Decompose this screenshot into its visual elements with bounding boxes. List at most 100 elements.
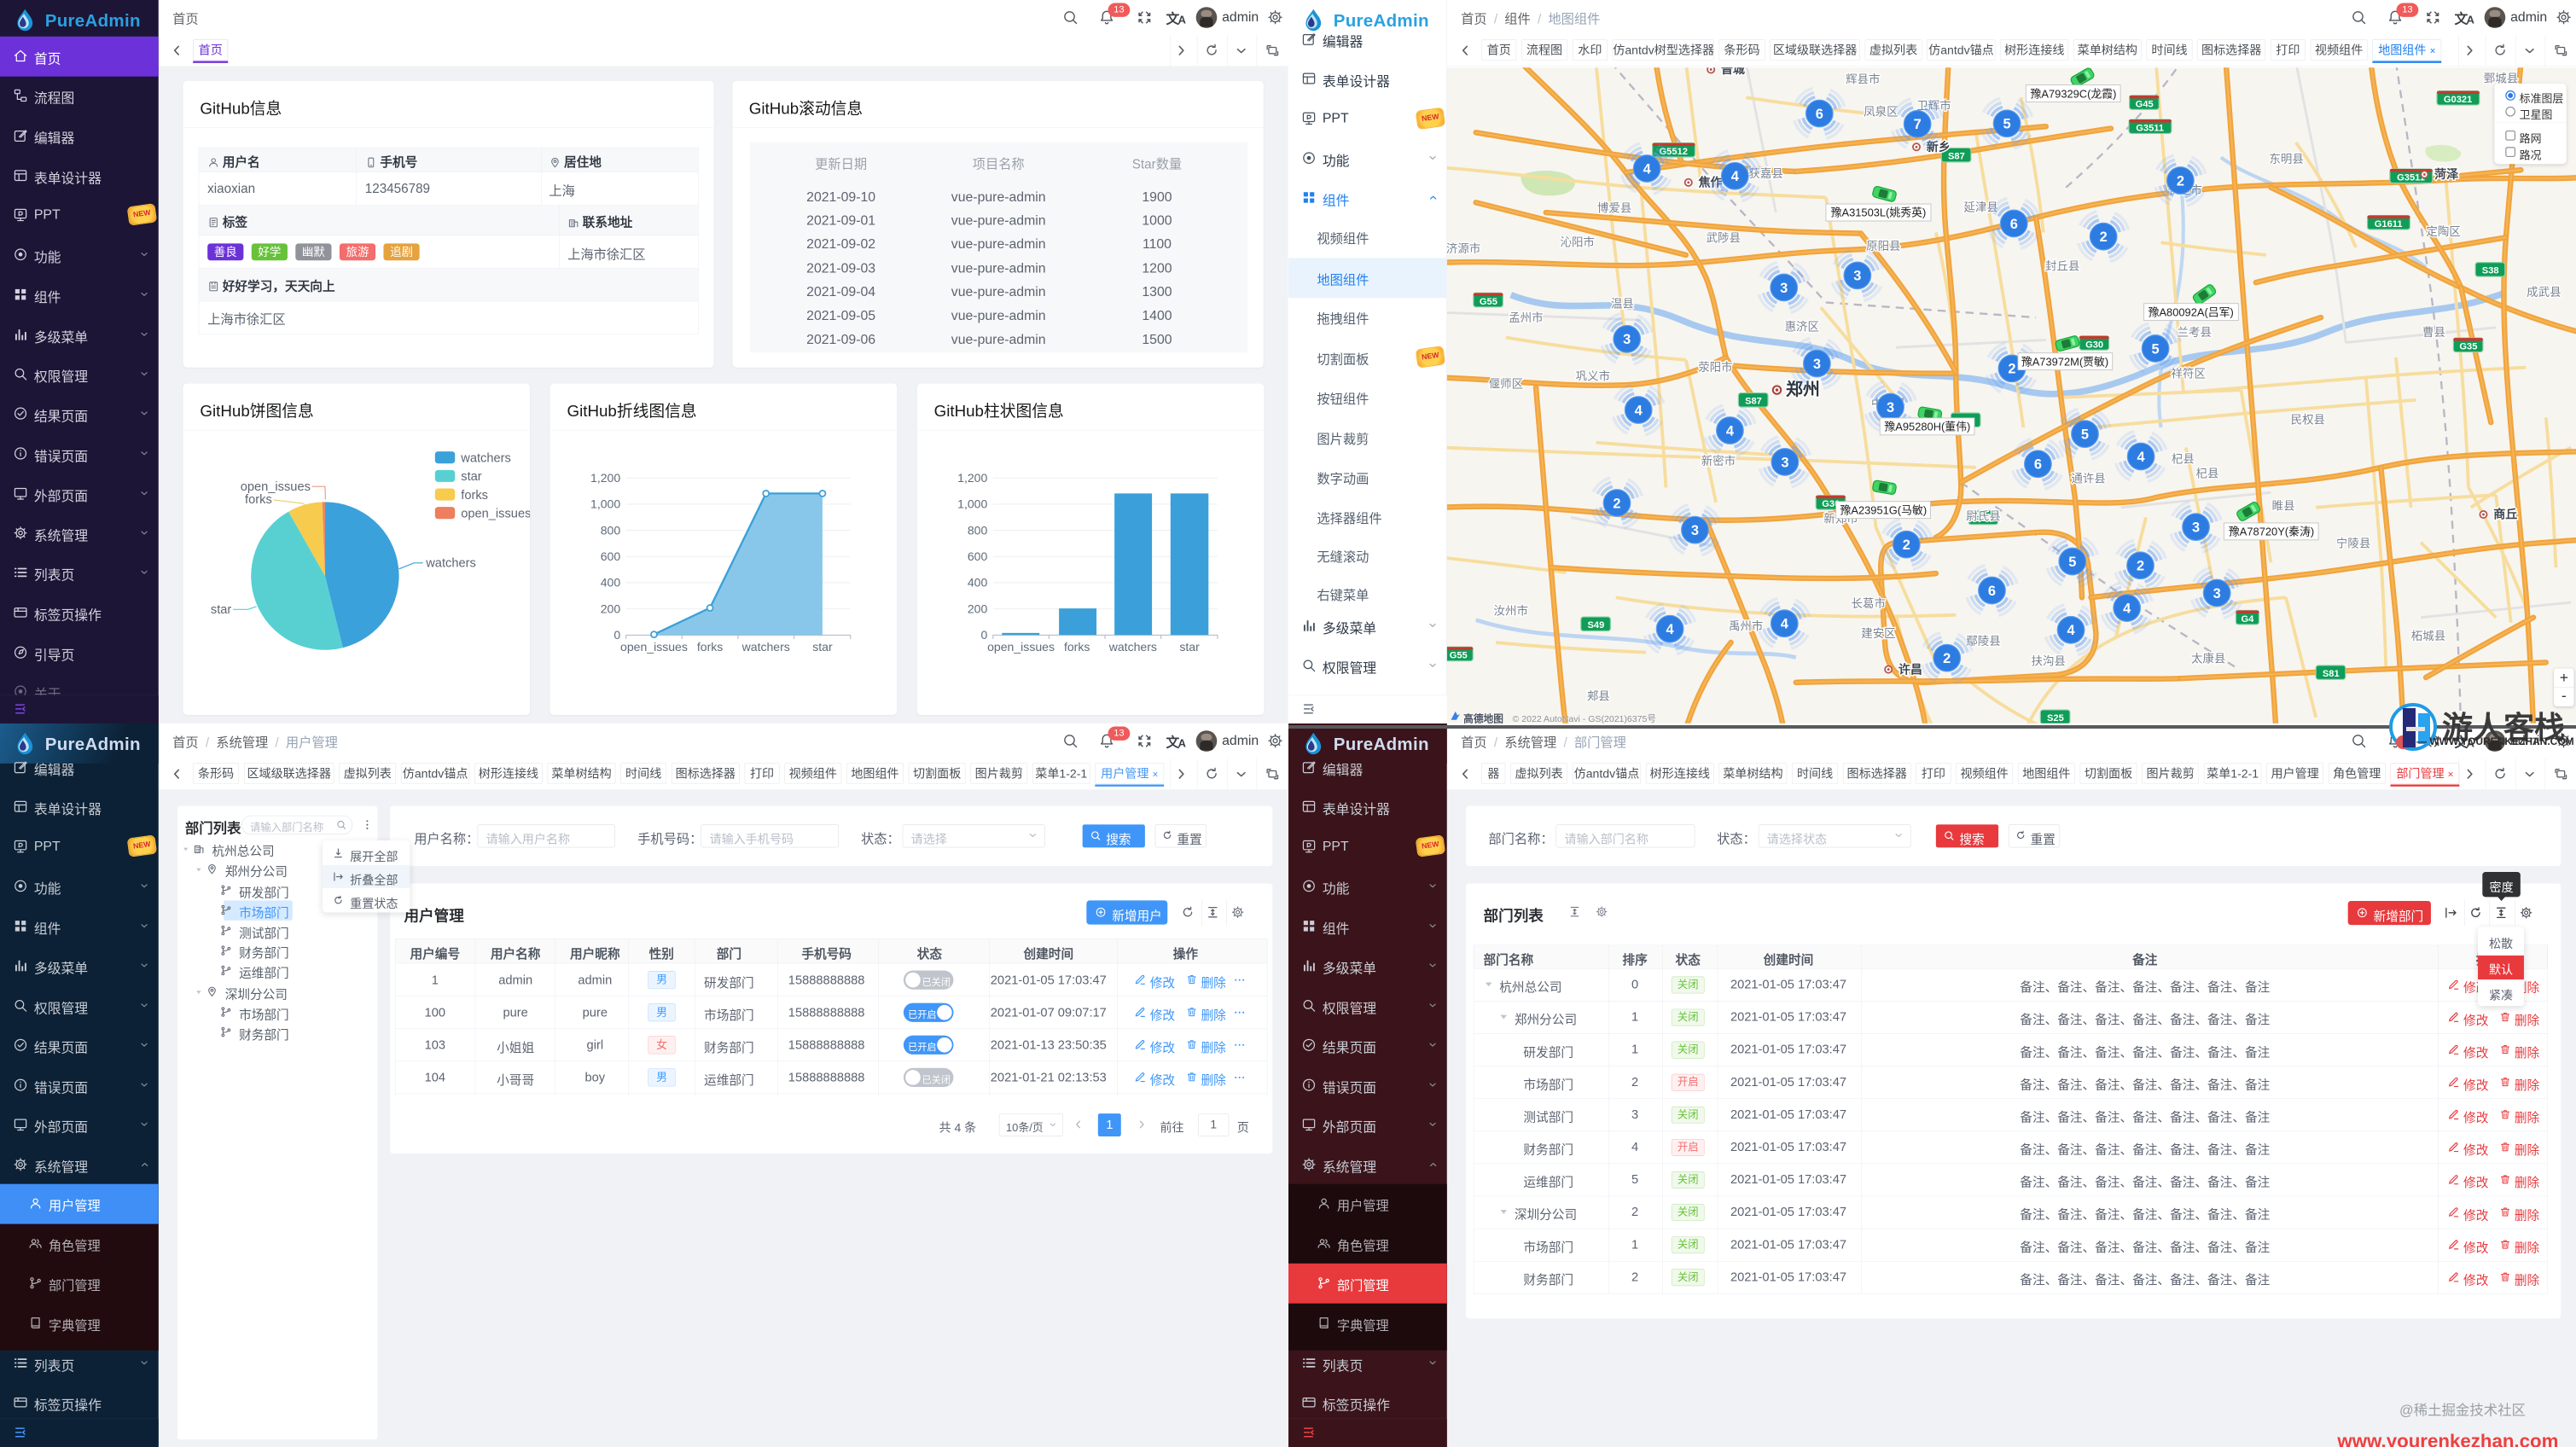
svg-text:4: 4 (2137, 450, 2145, 465)
svg-text:豫A31503L(姚秀英): 豫A31503L(姚秀英) (1830, 206, 1926, 219)
svg-text:延津县: 延津县 (1963, 200, 1997, 213)
svg-text:G30: G30 (1822, 499, 1840, 509)
svg-text:3: 3 (2213, 586, 2220, 601)
svg-text:2: 2 (1613, 496, 1620, 511)
svg-text:6: 6 (2009, 217, 2017, 232)
svg-text:1,200: 1,200 (590, 471, 620, 485)
svg-text:偃师区: 偃师区 (1488, 377, 1522, 391)
svg-text:曹县: 曹县 (2422, 326, 2445, 339)
svg-text:S87: S87 (1745, 396, 1762, 406)
svg-text:800: 800 (968, 523, 988, 537)
svg-text:forks: forks (245, 493, 272, 507)
svg-text:鄢陵县: 鄢陵县 (1966, 635, 2000, 648)
svg-text:4: 4 (1666, 622, 1674, 637)
svg-text:豫A73972M(贾敏): 豫A73972M(贾敏) (2021, 355, 2108, 368)
svg-text:太康县: 太康县 (2191, 651, 2225, 665)
svg-text:watchers: watchers (460, 451, 511, 465)
svg-text:武陟县: 武陟县 (1706, 232, 1740, 245)
svg-text:3: 3 (1853, 269, 1861, 284)
svg-text:博爱县: 博爱县 (1596, 201, 1631, 214)
svg-text:6: 6 (1815, 107, 1823, 122)
svg-text:宁陵县: 宁陵县 (2335, 537, 2370, 550)
svg-text:5: 5 (2080, 427, 2088, 442)
svg-text:东明县: 东明县 (2269, 153, 2303, 166)
svg-text:4: 4 (1643, 161, 1651, 177)
svg-text:6: 6 (2033, 457, 2041, 473)
svg-text:forks: forks (461, 489, 488, 503)
svg-text:star: star (812, 640, 833, 654)
svg-text:凤泉区: 凤泉区 (1864, 104, 1898, 118)
svg-text:惠济区: 惠济区 (1784, 320, 1818, 333)
svg-text:2: 2 (2008, 362, 2015, 377)
svg-text:watchers: watchers (1108, 640, 1157, 654)
svg-text:扶沟县: 扶沟县 (2031, 654, 2065, 667)
svg-text:400: 400 (968, 576, 988, 590)
svg-text:2: 2 (1902, 538, 1910, 553)
svg-text:G3511: G3511 (2136, 124, 2164, 134)
svg-text:3: 3 (1781, 455, 1788, 470)
svg-text:7: 7 (1913, 117, 1921, 132)
svg-text:3: 3 (1780, 281, 1788, 296)
svg-text:杞县: 杞县 (2171, 453, 2194, 466)
svg-text:open_issues: open_issues (620, 640, 688, 654)
svg-text:3: 3 (1623, 332, 1631, 347)
svg-text:open_issues: open_issues (461, 507, 530, 520)
svg-text:3: 3 (1690, 523, 1698, 538)
svg-text:5: 5 (2068, 555, 2076, 570)
svg-text:open_issues: open_issues (987, 640, 1055, 654)
svg-text:辉县市: 辉县市 (1846, 72, 1880, 85)
svg-text:0: 0 (980, 628, 987, 642)
svg-text:巩义市: 巩义市 (1575, 369, 1609, 382)
svg-text:建安区: 建安区 (1861, 627, 1895, 640)
svg-text:G3511: G3511 (2397, 173, 2425, 183)
svg-text:2: 2 (2136, 559, 2143, 574)
svg-text:200: 200 (601, 601, 621, 615)
svg-text:4: 4 (1780, 617, 1788, 632)
svg-text:济源市: 济源市 (1445, 241, 1480, 255)
svg-text:温县: 温县 (1610, 297, 1633, 310)
svg-text:6: 6 (1987, 584, 1995, 599)
svg-text:新密市: 新密市 (1701, 454, 1735, 468)
svg-text:400: 400 (601, 576, 621, 590)
svg-text:G55: G55 (1449, 651, 1467, 661)
svg-text:S81: S81 (2322, 669, 2339, 679)
svg-text:2: 2 (2099, 230, 2107, 245)
svg-text:forks: forks (1064, 640, 1090, 654)
svg-text:民权县: 民权县 (2290, 412, 2324, 426)
svg-text:祥符区: 祥符区 (2171, 367, 2205, 380)
svg-text:600: 600 (968, 549, 988, 563)
svg-text:豫A79329C(龙霞): 豫A79329C(龙霞) (2030, 87, 2116, 100)
svg-text:star: star (461, 470, 482, 484)
svg-text:荥阳市: 荥阳市 (1698, 360, 1732, 374)
svg-text:4: 4 (1730, 169, 1739, 184)
svg-text:200: 200 (968, 601, 988, 615)
svg-text:3: 3 (2191, 520, 2199, 535)
svg-text:获嘉县: 获嘉县 (1748, 167, 1782, 180)
svg-text:郑州: 郑州 (1786, 380, 1820, 399)
svg-text:0: 0 (613, 628, 620, 642)
svg-text:原阳县: 原阳县 (1866, 240, 1900, 253)
svg-text:1,000: 1,000 (590, 497, 620, 511)
svg-text:G0321: G0321 (2443, 95, 2471, 105)
svg-text:5: 5 (2003, 117, 2010, 132)
svg-text:2: 2 (2176, 173, 2183, 189)
svg-text:G4: G4 (2241, 614, 2254, 625)
svg-text:孟州市: 孟州市 (1509, 311, 1543, 324)
svg-text:长葛市: 长葛市 (1851, 596, 1885, 610)
svg-text:S49: S49 (1587, 620, 1604, 631)
svg-text:1,000: 1,000 (957, 497, 987, 511)
svg-text:豫A23951G(马敏): 豫A23951G(马敏) (1840, 503, 1927, 516)
svg-text:豫A95280H(董伟): 豫A95280H(董伟) (1884, 421, 1970, 433)
svg-text:open_issues: open_issues (241, 480, 311, 494)
svg-text:star: star (211, 603, 232, 617)
svg-text:G30: G30 (2085, 340, 2103, 350)
svg-text:豫A78720Y(秦涛): 豫A78720Y(秦涛) (2228, 526, 2313, 538)
svg-text:沁阳市: 沁阳市 (1560, 235, 1594, 248)
svg-text:800: 800 (601, 523, 621, 537)
svg-text:3: 3 (1886, 400, 1893, 416)
svg-text:禹州市: 禹州市 (1728, 619, 1762, 632)
svg-text:晋城: 晋城 (1720, 67, 1744, 76)
svg-text:杞县: 杞县 (2195, 468, 2218, 480)
svg-text:G1611: G1611 (2374, 219, 2402, 230)
svg-text:G45: G45 (2135, 99, 2153, 109)
